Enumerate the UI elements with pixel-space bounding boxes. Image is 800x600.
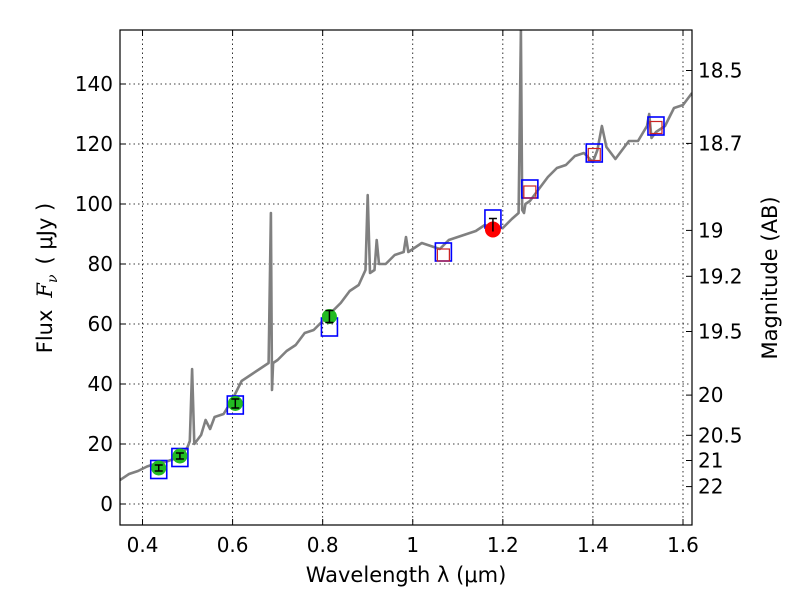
synthetic-square-marker <box>649 120 663 135</box>
mag-tick-label: 20.5 <box>698 423 743 447</box>
x-tick-label: 1.6 <box>667 533 699 557</box>
spectrum-series <box>120 30 692 482</box>
y-axis-label-unit: ( μJy ) <box>33 203 57 265</box>
mag-tick-label: 19 <box>698 218 723 242</box>
x-tick-label: 1.4 <box>577 533 609 557</box>
y-axis-label: Flux Fν ( μJy ) <box>33 203 61 353</box>
photometry-markers <box>149 116 665 480</box>
y-tick-label: 120 <box>75 132 113 156</box>
y-axis-label-flux: Flux <box>33 310 57 354</box>
synthetic-square-marker <box>523 185 537 199</box>
plot-frame <box>119 29 693 526</box>
mag-tick-label: 18.5 <box>698 59 743 83</box>
mag-tick-label: 19.5 <box>698 320 743 344</box>
mag-tick-label: 22 <box>698 475 723 499</box>
y-tick-label: 60 <box>88 312 113 336</box>
y-tick-label: 140 <box>75 72 113 96</box>
model-box-marker <box>647 116 665 136</box>
y-axis-label-f: F <box>33 282 57 299</box>
x-tick-label: 0.8 <box>307 533 339 557</box>
x-tick-label: 1.2 <box>487 533 519 557</box>
axis-ticks: 0.4 0.6 0.8 1 1.2 1.4 1.6 0 20 40 60 80 100 120 140 18.… <box>75 30 743 557</box>
y2-axis-label: Magnitude (AB) <box>758 196 782 359</box>
y-tick-label: 100 <box>75 192 113 216</box>
y-tick-label: 80 <box>88 252 113 276</box>
x-tick-label: 1 <box>406 533 419 557</box>
mag-tick-label: 19.2 <box>698 264 743 288</box>
x-tick-label: 0.6 <box>217 533 249 557</box>
synthetic-square-marker <box>436 248 450 262</box>
mag-tick-label: 21 <box>698 449 723 473</box>
y-axis-label-nu: ν <box>45 274 61 283</box>
x-axis-label: Wavelength λ (μm) <box>306 563 507 587</box>
grid <box>120 30 692 525</box>
y-tick-label: 20 <box>88 432 113 456</box>
y-tick-label: 40 <box>88 372 113 396</box>
y-tick-label: 0 <box>100 492 113 516</box>
x-tick-label: 0.4 <box>127 533 159 557</box>
synthetic-square-marker <box>587 147 601 162</box>
mag-tick-label: 20 <box>698 383 723 407</box>
spectrum-line <box>120 30 692 482</box>
model-box-marker <box>585 143 604 163</box>
mag-tick-label: 18.7 <box>698 131 743 155</box>
